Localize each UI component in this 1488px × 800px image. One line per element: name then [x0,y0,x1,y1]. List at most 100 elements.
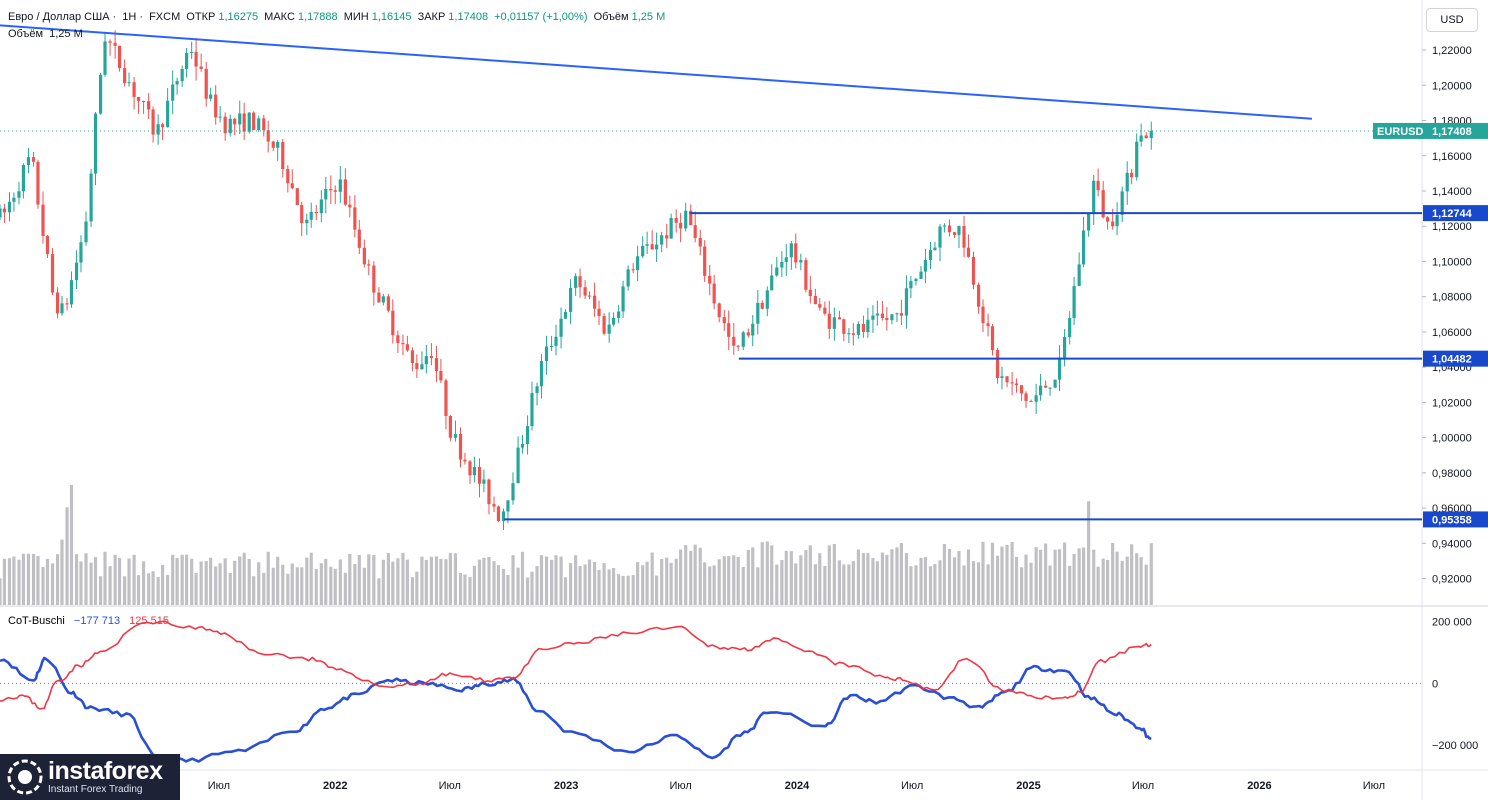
volume-bar [429,556,434,605]
candle-down [851,333,855,335]
volume-bar [26,553,31,605]
volume-bar [760,542,764,605]
candle-up [669,217,673,239]
volume-bar [290,563,294,605]
volume-bar [511,555,515,605]
volume-label: Объём [593,11,629,23]
candle-up [511,483,515,501]
level-price-label: 1,04482 [1432,354,1472,366]
time-axis-label: 2026 [1247,780,1271,792]
volume-legend[interactable]: Объём 1,25 M [8,28,86,40]
volume-bar [770,545,774,605]
candle-down [703,246,707,276]
volume-bar [266,551,270,605]
candle-down [132,82,136,97]
last-price-label: 1,17408 [1432,126,1472,138]
candle-down [631,269,635,271]
volume-bar [55,554,60,605]
candle-down [794,243,798,263]
volume-bar [712,565,716,605]
volume-bar [544,556,549,605]
cot-tick-label: 0 [1432,678,1438,690]
volume-bar [21,553,26,605]
candle-up [0,208,2,218]
candle-up [26,157,31,166]
candle-up [103,41,107,75]
candle-down [348,204,352,208]
candle-down [367,264,371,266]
volume-bar [127,558,131,605]
candle-down [880,313,885,318]
volume-bar [242,552,246,605]
candle-up [914,278,918,282]
candle-down [727,323,731,337]
candle-up [190,51,194,53]
volume-bar [1120,560,1124,605]
volume-bar [1024,554,1028,605]
symbol-name[interactable]: Евро / Доллар США [8,11,110,23]
timeframe-label[interactable]: 1Н [122,11,137,23]
volume-bar [660,559,664,605]
candle-down [818,304,822,308]
volume-bar [12,556,16,605]
candle-down [587,295,592,297]
candle-up [381,296,385,303]
candle-down [1101,190,1105,218]
candle-down [372,265,376,293]
volume-bar [1038,549,1043,605]
volume-bar [1115,551,1119,605]
candle-up [1038,385,1043,396]
candle-up [79,242,83,263]
volume-bar [981,541,985,605]
candles [0,30,1153,531]
candle-down [760,302,764,309]
candle-down [1019,385,1024,394]
volume-bar [357,555,361,605]
time-axis-label: Июл [439,780,461,792]
price-tick-label: 1,06000 [1432,327,1472,339]
volume-bar [1057,549,1062,605]
volume-bar [372,554,376,605]
candle-up [789,243,793,258]
candle-up [621,286,625,312]
volume-bar [141,561,146,605]
candle-down [233,118,237,125]
volume-bar [823,565,827,605]
candle-up [1120,191,1124,215]
volume-bar [847,564,851,605]
candle-up [957,226,961,235]
candle-up [1063,336,1067,358]
volume-bar [396,558,400,605]
candle-up [770,275,774,291]
candle-up [568,287,573,312]
volume-bar [909,566,913,605]
volume-bar [1077,548,1081,605]
volume-bar [727,556,731,605]
candle-down [41,204,45,236]
price-tick-label: 1,14000 [1432,186,1472,198]
candle-up [319,199,323,214]
volume-bars [0,485,1153,605]
volume-bar [751,547,755,605]
volume-bar [453,553,458,605]
volume-bar [386,553,390,605]
volume-bar [329,566,333,605]
candle-up [309,211,313,220]
logo-name: instaforex [48,757,163,785]
volume-bar [1149,543,1153,605]
candle-up [525,426,530,444]
volume-bar [880,552,885,605]
volume-bar [530,571,534,605]
candle-up [535,386,539,394]
symbol-header: Евро / Доллар США · 1Н · FXCM ОТКР 1,16275 … [8,11,666,23]
candle-up [338,179,342,192]
source-label: FXCM [149,11,181,23]
currency-button[interactable]: USD [1426,8,1478,32]
volume-value: 1,25 M [631,11,666,23]
indicator-legend[interactable]: CoT-Buschi −177 713 125 515 [8,615,169,627]
volume-bar [559,556,563,605]
candle-down [1106,217,1110,222]
candle-up [1139,135,1143,142]
